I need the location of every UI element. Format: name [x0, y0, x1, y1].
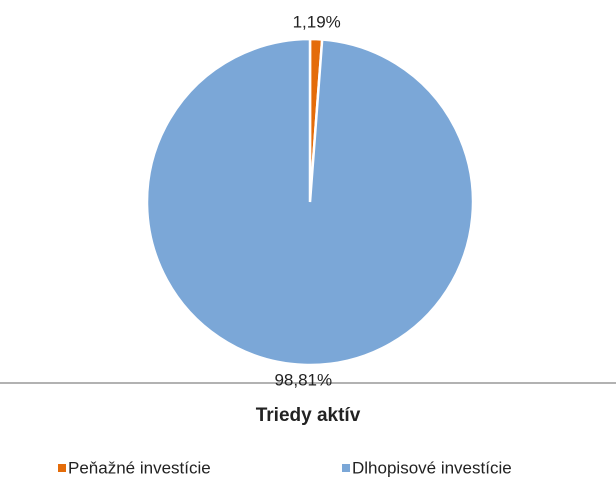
data-label: 98,81% — [274, 370, 332, 389]
pie-slice — [145, 37, 475, 367]
data-label: 1,19% — [293, 13, 341, 32]
legend-swatch — [342, 464, 350, 472]
chart-title: Triedy aktív — [256, 405, 361, 426]
legend-label: Dlhopisové investície — [352, 458, 512, 477]
legend-label: Peňažné investície — [68, 458, 211, 477]
legend-swatch — [58, 464, 66, 472]
